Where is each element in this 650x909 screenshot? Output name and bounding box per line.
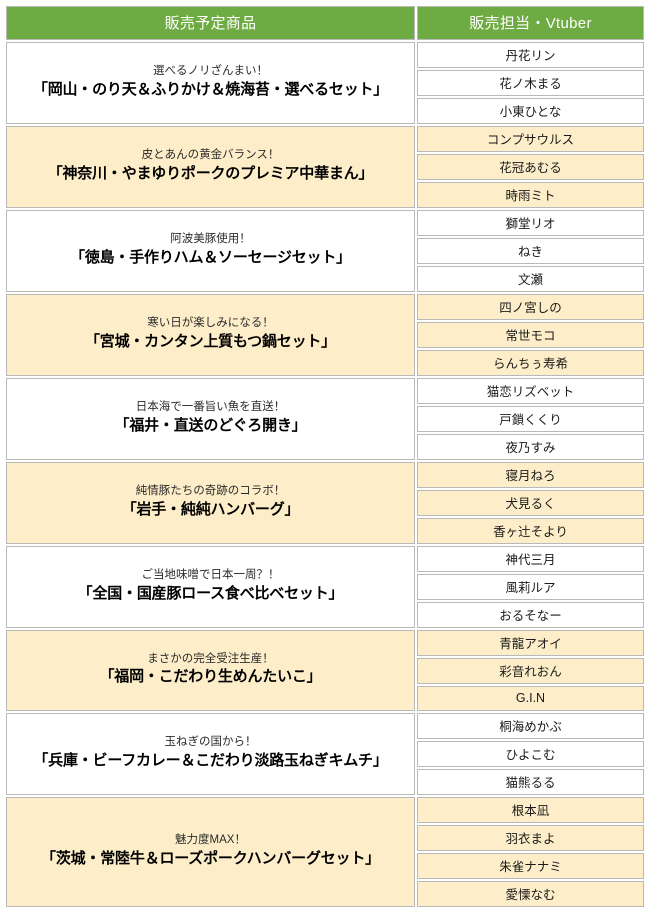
- table-row: 純情豚たちの奇跡のコラボ！ 「岩手・純純ハンバーグ」 寝月ねろ: [6, 462, 644, 544]
- vtuber-name-cell: 時雨ミト: [417, 182, 644, 208]
- product-title: 「兵庫・ビーフカレー＆こだわり淡路玉ねぎキムチ」: [33, 751, 388, 769]
- vtuber-name-cell: 朱雀ナナミ: [417, 853, 644, 879]
- table-row: 時雨ミト: [6, 182, 644, 208]
- vtuber-name-cell: 猫熊るる: [417, 769, 644, 795]
- product-cell: 玉ねぎの国から！ 「兵庫・ビーフカレー＆こだわり淡路玉ねぎキムチ」: [6, 713, 415, 795]
- vtuber-name-cell: 香ヶ辻そより: [417, 518, 644, 544]
- table-row: ご当地味噌で日本一周？！ 「全国・国産豚ロース食べ比べセット」 神代三月: [6, 546, 644, 628]
- vtuber-name-cell: 花ノ木まる: [417, 70, 644, 96]
- product-cell: 選べるノリざんまい！ 「岡山・のり天＆ふりかけ＆焼海苔・選べるセット」: [6, 42, 415, 124]
- product-cell: ご当地味噌で日本一周？！ 「全国・国産豚ロース食べ比べセット」: [6, 546, 415, 628]
- product-tagline: 寒い日が楽しみになる！: [147, 317, 274, 330]
- table-row: 香ヶ辻そより: [6, 518, 644, 544]
- header-product-column: 販売予定商品: [6, 6, 415, 40]
- vtuber-name-cell: 神代三月: [417, 546, 644, 572]
- table-row: 選べるノリざんまい！ 「岡山・のり天＆ふりかけ＆焼海苔・選べるセット」 丹花リン: [6, 42, 644, 124]
- vtuber-name-cell: 猫恋リズベット: [417, 378, 644, 404]
- table-body: 選べるノリざんまい！ 「岡山・のり天＆ふりかけ＆焼海苔・選べるセット」 丹花リン 花ノ…: [6, 42, 644, 907]
- product-cell: 寒い日が楽しみになる！ 「宮城・カンタン上質もつ鍋セット」: [6, 294, 415, 376]
- product-title: 「徳島・手作りハム＆ソーセージセット」: [70, 248, 351, 266]
- product-title: 「茨城・常陸牛＆ローズポークハンバーグセット」: [41, 849, 380, 867]
- vtuber-name-cell: 風莉ルア: [417, 574, 644, 600]
- product-cell: 日本海で一番旨い魚を直送！ 「福井・直送のどぐろ開き」: [6, 378, 415, 460]
- table-row: 魅力度MAX！ 「茨城・常陸牛＆ローズポークハンバーグセット」 根本凪: [6, 797, 644, 907]
- table-header: 販売予定商品 販売担当・Vtuber: [6, 6, 644, 40]
- vtuber-name-cell: 花冠あむる: [417, 154, 644, 180]
- vtuber-name-cell: 犬見るく: [417, 490, 644, 516]
- table-row: 犬見るく: [6, 490, 644, 516]
- table-row: 花冠あむる: [6, 154, 644, 180]
- header-row: 販売予定商品 販売担当・Vtuber: [6, 6, 644, 40]
- table-row: 花ノ木まる: [6, 70, 644, 96]
- product-tagline: 魅力度MAX！: [175, 834, 246, 847]
- vtuber-name-cell: ねき: [417, 238, 644, 264]
- table-row: 戸鎖くくり: [6, 406, 644, 432]
- vtuber-name-cell: 丹花リン: [417, 42, 644, 68]
- product-tagline: まさかの完全受注生産！: [147, 652, 274, 665]
- product-cell: 純情豚たちの奇跡のコラボ！ 「岩手・純純ハンバーグ」: [6, 462, 415, 544]
- product-tagline: 選べるノリざんまい！: [153, 65, 268, 78]
- product-tagline: ご当地味噌で日本一周？！: [141, 569, 280, 582]
- vtuber-name-cell: 羽衣まよ: [417, 825, 644, 851]
- product-tagline: 純情豚たちの奇跡のコラボ！: [135, 485, 286, 498]
- product-tagline: 皮とあんの黄金バランス！: [141, 149, 280, 162]
- vtuber-name-cell: 戸鎖くくり: [417, 406, 644, 432]
- table-row: 小東ひとな: [6, 98, 644, 124]
- vtuber-name-cell: 小東ひとな: [417, 98, 644, 124]
- product-cell: 皮とあんの黄金バランス！ 「神奈川・やまゆりポークのプレミア中華まん」: [6, 126, 415, 208]
- vtuber-name-cell: らんちぅ寿希: [417, 350, 644, 376]
- vtuber-name-cell: 彩音れおん: [417, 658, 644, 684]
- product-tagline: 阿波美豚使用！: [170, 233, 251, 246]
- table-row: おるそなー: [6, 602, 644, 628]
- product-title: 「神奈川・やまゆりポークのプレミア中華まん」: [47, 164, 374, 182]
- table-row: 阿波美豚使用！ 「徳島・手作りハム＆ソーセージセット」 獅堂リオ: [6, 210, 644, 292]
- vtuber-name-cell: G.I.N: [417, 686, 644, 711]
- product-title: 「福井・直送のどぐろ開き」: [114, 416, 307, 434]
- table-row: 風莉ルア: [6, 574, 644, 600]
- product-title: 「宮城・カンタン上質もつ鍋セット」: [84, 332, 336, 350]
- vtuber-name-cell: おるそなー: [417, 602, 644, 628]
- table-row: らんちぅ寿希: [6, 350, 644, 376]
- table-row: 常世モコ: [6, 322, 644, 348]
- table-row: 文瀬: [6, 266, 644, 292]
- header-vtuber-column: 販売担当・Vtuber: [417, 6, 644, 40]
- table-row: 皮とあんの黄金バランス！ 「神奈川・やまゆりポークのプレミア中華まん」 コンプサウル…: [6, 126, 644, 208]
- product-cell: 魅力度MAX！ 「茨城・常陸牛＆ローズポークハンバーグセット」: [6, 797, 415, 907]
- product-tagline: 日本海で一番旨い魚を直送！: [135, 401, 286, 414]
- product-title: 「全国・国産豚ロース食べ比べセット」: [77, 584, 344, 602]
- vtuber-name-cell: 常世モコ: [417, 322, 644, 348]
- product-cell: まさかの完全受注生産！ 「福岡・こだわり生めんたいこ」: [6, 630, 415, 711]
- product-tagline: 玉ねぎの国から！: [164, 736, 257, 749]
- vtuber-name-cell: 桐海めかぶ: [417, 713, 644, 739]
- vtuber-name-cell: 根本凪: [417, 797, 644, 823]
- vtuber-name-cell: 夜乃すみ: [417, 434, 644, 460]
- product-title: 「岡山・のり天＆ふりかけ＆焼海苔・選べるセット」: [32, 80, 389, 98]
- vtuber-name-cell: 獅堂リオ: [417, 210, 644, 236]
- vtuber-name-cell: 寝月ねろ: [417, 462, 644, 488]
- table-row: ねき: [6, 238, 644, 264]
- table-row: 玉ねぎの国から！ 「兵庫・ビーフカレー＆こだわり淡路玉ねぎキムチ」 桐海めかぶ: [6, 713, 644, 795]
- product-cell: 阿波美豚使用！ 「徳島・手作りハム＆ソーセージセット」: [6, 210, 415, 292]
- vtuber-name-cell: コンプサウルス: [417, 126, 644, 152]
- sales-schedule-table: 販売予定商品 販売担当・Vtuber 選べるノリざんまい！ 「岡山・のり天＆ふりか…: [4, 4, 646, 909]
- table-row: 夜乃すみ: [6, 434, 644, 460]
- vtuber-name-cell: 愛慄なむ: [417, 881, 644, 907]
- table-row: 寒い日が楽しみになる！ 「宮城・カンタン上質もつ鍋セット」 四ノ宮しの: [6, 294, 644, 376]
- vtuber-name-cell: 四ノ宮しの: [417, 294, 644, 320]
- vtuber-name-cell: ひよこむ: [417, 741, 644, 767]
- product-title: 「福岡・こだわり生めんたいこ」: [99, 668, 322, 686]
- sales-table-container: 販売予定商品 販売担当・Vtuber 選べるノリざんまい！ 「岡山・のり天＆ふりか…: [6, 6, 644, 907]
- product-title: 「岩手・純純ハンバーグ」: [121, 500, 300, 518]
- vtuber-name-cell: 文瀬: [417, 266, 644, 292]
- table-row: まさかの完全受注生産！ 「福岡・こだわり生めんたいこ」 青龍アオイ: [6, 630, 644, 711]
- table-row: 日本海で一番旨い魚を直送！ 「福井・直送のどぐろ開き」 猫恋リズベット: [6, 378, 644, 460]
- vtuber-name-cell: 青龍アオイ: [417, 630, 644, 656]
